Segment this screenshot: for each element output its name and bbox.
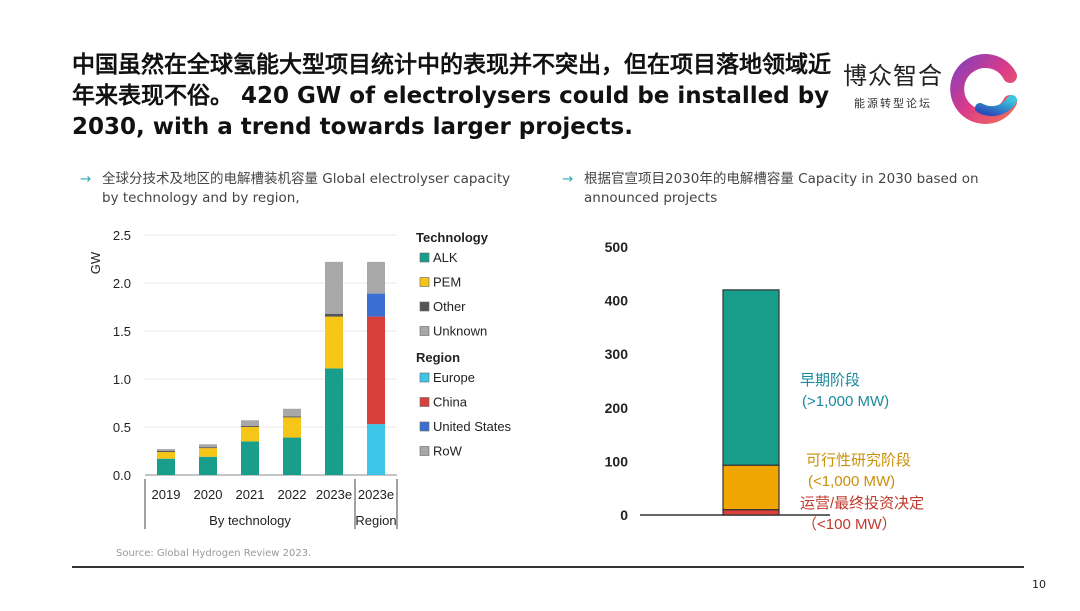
y-tick-label: 200 (605, 400, 629, 416)
group-label-technology: By technology (209, 513, 291, 528)
bar-segment-unknown (283, 408, 301, 417)
bar-segment-other (199, 447, 217, 449)
brand-name: 博众智合 (843, 62, 943, 90)
right-subtitle: → 根据官宣项目2030年的电解槽容量 Capacity in 2030 bas… (562, 170, 1022, 208)
y-tick-label: 0 (620, 507, 628, 523)
y-tick-label: 400 (605, 293, 629, 309)
segment-annotation: 可行性研究阶段 (806, 452, 911, 469)
y-tick-label: 2.5 (113, 228, 131, 243)
arrow-right-icon: → (80, 171, 92, 187)
y-tick-label: 100 (605, 453, 629, 469)
bar-segment-unknown (157, 449, 175, 451)
legend-swatch (419, 301, 430, 312)
bar-segment (722, 509, 780, 516)
bar-segment-alk (283, 437, 301, 475)
y-tick-label: 500 (605, 239, 629, 255)
bar-segment-china (367, 316, 385, 425)
segment-annotation: 运营/最终投资决定 (800, 495, 924, 512)
segment-annotation-detail: （<100 MW） (802, 516, 897, 533)
x-tick-label: 2023e (358, 487, 394, 502)
x-tick-label: 2023e (316, 487, 352, 502)
group-label-region: Region (355, 513, 396, 528)
legend-entry: Europe (433, 370, 475, 385)
bar-segment-pem (241, 427, 259, 442)
page-number: 10 (1032, 578, 1046, 591)
left-subtitle-text: 全球分技术及地区的电解槽装机容量 Global electrolyser cap… (102, 171, 511, 206)
legend-entry: ALK (433, 250, 458, 265)
legend-entry: Unknown (433, 324, 487, 339)
divider (72, 566, 1024, 568)
legend-swatch (419, 397, 430, 407)
bar-segment-other (325, 313, 343, 317)
legend-swatch (419, 372, 430, 383)
page-title: 中国虽然在全球氢能大型项目统计中的表现并不突出，但在项目落地领域近年来表现不俗。… (72, 52, 831, 140)
legend-swatch (419, 252, 430, 263)
source-note: Source: Global Hydrogen Review 2023. (116, 548, 312, 559)
y-tick-label: 1.5 (113, 324, 131, 339)
legend-swatch (419, 326, 430, 336)
legend-swatch (419, 421, 430, 432)
bar-segment-other (157, 451, 175, 452)
capacity-2030-chart: 0 100 200 300 400 500 运营/最终投资决定 （<100 MW） 可行性研究阶… (605, 239, 925, 533)
bar-segment-alk (241, 441, 259, 475)
y-tick-label: 0.5 (113, 420, 131, 435)
bar-segment-pem (199, 448, 217, 457)
x-tick-label: 2019 (152, 487, 181, 502)
segment-annotation: 早期阶段 (800, 372, 860, 389)
bar-segment-unknown (199, 444, 217, 448)
bar-segment-pem (325, 316, 343, 369)
legend-swatch (419, 277, 430, 287)
bar-segment-other (283, 416, 301, 418)
y-axis-label: GW (88, 251, 103, 274)
legend-entry: Other (433, 299, 466, 314)
bar-segment-alk (325, 368, 343, 475)
bar-segment-row (367, 261, 385, 294)
legend-entry: United States (433, 419, 512, 434)
segment-annotation-detail: (<1,000 MW) (808, 473, 895, 490)
legend-heading: Region (416, 350, 460, 365)
brand-logo-icon (950, 54, 1017, 124)
y-tick-label: 1.0 (113, 372, 131, 387)
bar-segment-unknown (241, 420, 259, 427)
bar-segment-europe (367, 424, 385, 475)
left-subtitle: → 全球分技术及地区的电解槽装机容量 Global electrolyser c… (80, 170, 520, 208)
bar-segment (722, 289, 780, 466)
y-tick-label: 0.0 (113, 468, 131, 483)
segment-annotation-detail: (>1,000 MW) (802, 393, 889, 410)
bar-segment-pem (283, 417, 301, 438)
x-tick-label: 2020 (194, 487, 223, 502)
electrolyser-capacity-chart: 0.0 0.5 1.0 1.5 2.0 2.5 GW 2019 2020 2021 2022 2023… (88, 228, 512, 529)
x-tick-label: 2021 (236, 487, 265, 502)
bar-segment (722, 464, 780, 511)
legend-entry: PEM (433, 275, 461, 290)
legend-swatch (419, 446, 430, 456)
bar-segment-unknown (325, 261, 343, 314)
bar-segment-united-states (367, 293, 385, 317)
bar-segment-pem (157, 451, 175, 459)
legend-heading: Technology (416, 230, 489, 245)
y-tick-label: 2.0 (113, 276, 131, 291)
brand-subtitle: 能源转型论坛 (854, 97, 932, 110)
bar-segment-other (241, 426, 259, 427)
bar-segment-alk (157, 458, 175, 475)
bar-segment-alk (199, 456, 217, 475)
legend-entry: RoW (433, 444, 463, 459)
brand: 博众智合 能源转型论坛 (838, 56, 948, 111)
right-subtitle-text: 根据官宣项目2030年的电解槽容量 Capacity in 2030 based… (584, 171, 979, 206)
y-tick-label: 300 (605, 346, 629, 362)
arrow-right-icon: → (562, 171, 574, 187)
legend-entry: China (433, 395, 468, 410)
x-tick-label: 2022 (278, 487, 307, 502)
